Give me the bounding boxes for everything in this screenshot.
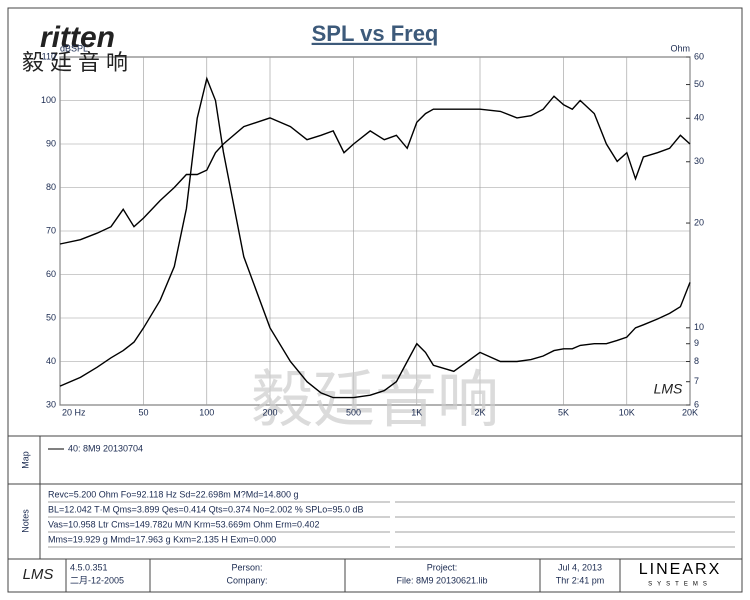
y-tick-label: 40 [46,356,56,366]
y2-tick-label: 40 [694,113,704,123]
chart-title: SPL vs Freq [312,21,439,46]
logo-brand: ritten [40,21,115,54]
y2-tick-label: 10 [694,322,704,332]
y2-tick-label: 50 [694,79,704,89]
plot-logo: LMS [654,381,683,397]
note-line: BL=12.042 T·M Qms=3.899 Qes=0.414 Qts=0.… [48,504,364,514]
y-tick-label: 70 [46,225,56,235]
y2-tick-label: 7 [694,376,699,386]
x-tick-label: 20K [682,407,698,417]
y-tick-label: 90 [46,138,56,148]
company: Company: [226,575,267,585]
y2-tick-label: 30 [694,156,704,166]
series-line [59,76,691,399]
y2-tick-label: 20 [694,217,704,227]
date: Jul 4, 2013 [558,562,602,572]
notes-label: Notes [20,509,30,533]
time: Thr 2:41 pm [556,575,605,585]
x-tick-label: 200 [262,407,277,417]
brand-sub: SYSTEMS [648,582,712,588]
frame [7,7,743,593]
x-tick-label: 500 [346,407,361,417]
project: Project: [427,562,458,572]
x-tick-label: 2K [474,407,485,417]
legend-entry: 40: 8M9 20130704 [68,443,143,453]
y-axis-label: dBSPL [60,43,88,53]
version: 4.5.0.351 [70,562,108,572]
x-tick-label: 5K [558,407,569,417]
y2-tick-label: 8 [694,356,699,366]
date-code: 二月-12-2005 [70,575,124,585]
x-tick-label: 1K [411,407,422,417]
y2-tick-label: 6 [694,399,699,409]
x-tick-label: 100 [199,407,214,417]
x-tick-label: 50 [139,407,149,417]
series-line [59,95,691,245]
x-tick-label: 20 Hz [62,407,86,417]
y2-tick-label: 9 [694,338,699,348]
x-tick-label: 10K [619,407,635,417]
y-tick-label: 30 [46,399,56,409]
watermark: 毅廷音响 [251,363,499,436]
map-label: Map [20,451,30,469]
y2-axis-label: Ohm [670,43,690,53]
y-tick-label: 110 [42,51,56,61]
footer-logo: LMS [23,566,54,583]
person: Person: [231,562,262,572]
y-tick-label: 80 [46,182,56,192]
note-line: Revc=5.200 Ohm Fo=92.118 Hz Sd=22.698m M… [48,489,299,499]
brand: LINEARX [639,561,721,578]
logo-chinese: 毅廷音响 [22,51,134,76]
y-tick-label: 50 [46,312,56,322]
y-tick-label: 60 [46,269,56,279]
y2-tick-label: 60 [694,51,704,61]
grid [59,56,691,406]
notes: Revc=5.200 Ohm Fo=92.118 Hz Sd=22.698m M… [48,489,735,548]
y-tick-label: 100 [41,95,56,105]
note-line: Vas=10.958 Ltr Cms=149.782u M/N Krm=53.6… [48,519,319,529]
note-line: Mms=19.929 g Mmd=17.963 g Kxm=2.135 H Ex… [48,534,276,544]
file: File: 8M9 20130621.lib [396,575,487,585]
